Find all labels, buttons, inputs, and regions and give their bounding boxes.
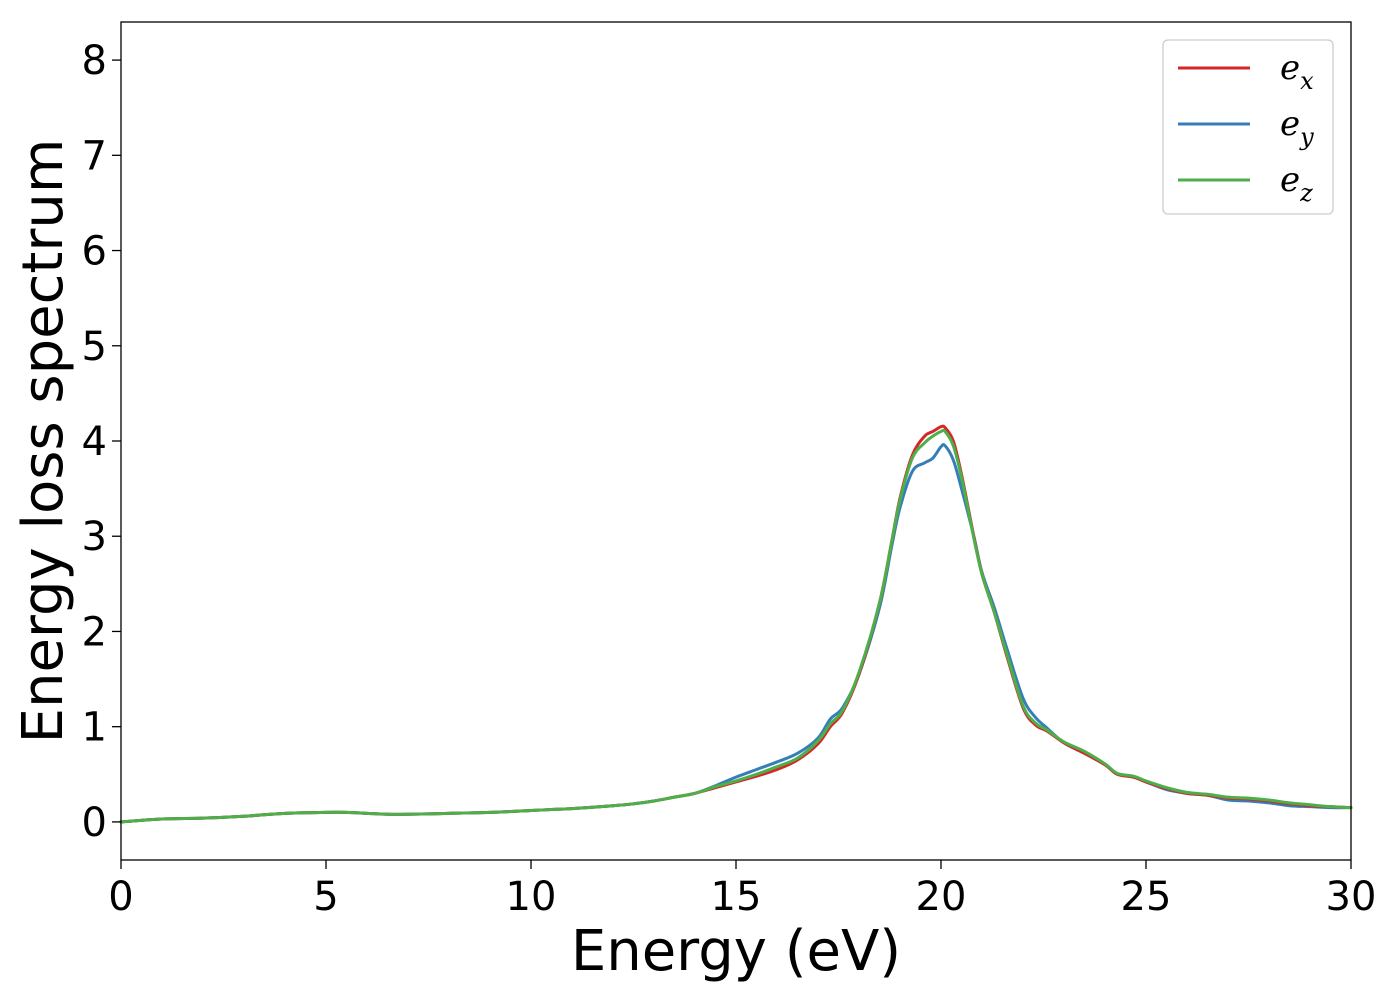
y-tick-label: 1: [82, 705, 107, 751]
legend-label-base: e: [1280, 160, 1300, 200]
x-tick-label: 5: [313, 874, 338, 920]
x-axis-title: Energy (eV): [571, 919, 901, 984]
y-axis: 0 1 2 3 4 5 6 7 8: [82, 38, 121, 846]
x-axis: 0 5 10 15 20 25 30: [108, 860, 1376, 920]
legend-label-x: ex: [1280, 48, 1314, 95]
legend-label-subscript: x: [1300, 67, 1314, 95]
y-tick-label: 8: [82, 38, 107, 84]
legend-label-y: ey: [1280, 104, 1314, 151]
y-tick-label: 0: [82, 800, 107, 846]
legend-label-z: ez: [1280, 160, 1313, 207]
y-tick-label: 6: [82, 229, 107, 275]
legend-box: [1162, 39, 1334, 215]
x-tick-label: 15: [711, 874, 762, 920]
y-tick-label: 2: [82, 609, 107, 655]
legend-label-base: e: [1280, 48, 1300, 88]
legend-label-subscript: z: [1299, 179, 1313, 207]
x-tick-label: 10: [506, 874, 557, 920]
series-line-z: [119, 428, 1353, 824]
series-layer: [119, 424, 1353, 824]
y-axis-title: Energy loss spectrum: [11, 139, 76, 744]
x-tick-label: 0: [108, 874, 133, 920]
y-tick-label: 4: [82, 419, 107, 465]
x-tick-label: 25: [1121, 874, 1172, 920]
legend-label-subscript: y: [1299, 123, 1314, 151]
legend-label-base: e: [1280, 104, 1300, 144]
y-tick-label: 3: [82, 514, 107, 560]
x-tick-label: 30: [1326, 874, 1377, 920]
y-tick-label: 7: [82, 133, 107, 179]
y-tick-label: 5: [82, 324, 107, 370]
x-tick-label: 20: [916, 874, 967, 920]
